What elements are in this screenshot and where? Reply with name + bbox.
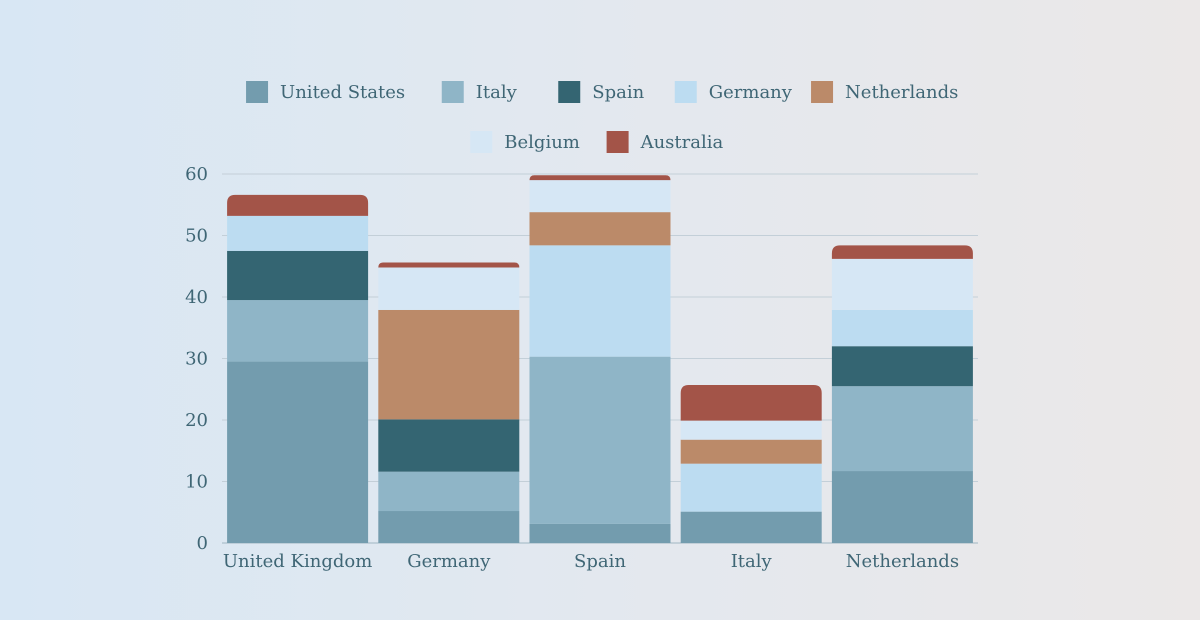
y-tick-label: 50 [185, 226, 208, 247]
bar-segment-italy-belgium [680, 420, 822, 440]
legend-item-italy: Italy [441, 81, 518, 103]
y-tick-label: 10 [185, 472, 208, 493]
bar-segment-italy-australia [680, 384, 822, 421]
legend-swatch [606, 131, 629, 153]
y-tick-label: 60 [185, 164, 208, 185]
bar-segment-germany-belgium [378, 267, 520, 310]
x-tick-label: Italy [731, 551, 773, 572]
legend-item-australia: Australia [606, 131, 724, 153]
legend-item-netherlands: Netherlands [811, 81, 958, 103]
bar-segment-united-kingdom-united-states [227, 361, 369, 543]
y-tick-label: 40 [185, 287, 208, 308]
bar-segment-united-kingdom-spain [227, 250, 369, 301]
bar-segment-netherlands-united-states [831, 471, 973, 543]
bar-segment-spain-netherlands [529, 212, 671, 246]
bar-segment-united-kingdom-italy [227, 300, 369, 362]
bar-segment-italy-netherlands [680, 439, 822, 464]
bar-segment-netherlands-belgium [831, 258, 973, 310]
bar-segment-italy-united-states [680, 511, 822, 543]
legend-item-belgium: Belgium [470, 131, 580, 153]
legend-swatch [811, 81, 834, 103]
legend-label: Netherlands [845, 82, 958, 103]
bar-segment-netherlands-australia [831, 245, 973, 259]
legend-item-united-states: United States [246, 81, 405, 103]
x-tick-label: Netherlands [846, 551, 959, 572]
bar-segment-netherlands-germany [831, 309, 973, 347]
legend: United States Italy Spain Germany Netherland… [246, 81, 958, 153]
legend-label: Italy [476, 82, 518, 103]
bar-segment-germany-netherlands [378, 309, 520, 420]
bar-segment-spain-germany [529, 245, 671, 357]
bar-segment-spain-italy [529, 356, 671, 524]
legend-swatch [246, 81, 269, 103]
legend-item-germany: Germany [674, 81, 793, 103]
y-tick-label: 0 [197, 533, 208, 554]
y-tick-label: 30 [185, 349, 208, 370]
bar-segment-united-kingdom-australia [227, 194, 369, 216]
bar-segment-spain-united-states [529, 523, 671, 543]
bar-segment-spain-belgium [529, 180, 671, 213]
legend-swatch [470, 131, 493, 153]
bar-segment-italy-germany [680, 463, 822, 512]
legend-label: United States [280, 82, 405, 103]
legend-label: Germany [709, 82, 793, 103]
bar-segment-germany-spain [378, 419, 520, 472]
legend-label: Belgium [504, 132, 580, 153]
legend-swatch [558, 81, 581, 103]
legend-item-spain: Spain [558, 81, 645, 103]
x-tick-label: Germany [407, 551, 491, 572]
legend-label: Spain [592, 82, 644, 103]
legend-label: Australia [640, 132, 724, 153]
legend-swatch [441, 81, 464, 103]
bar-segment-germany-australia [378, 262, 520, 268]
x-axis: United Kingdom Germany Spain Italy Netherlan… [223, 551, 959, 572]
legend-swatch [674, 81, 697, 103]
x-tick-label: United Kingdom [223, 551, 372, 572]
y-tick-label: 20 [185, 410, 208, 431]
bars [227, 175, 973, 543]
y-axis: 0 10 20 30 40 50 60 [185, 164, 208, 554]
bar-segment-spain-australia [529, 175, 671, 181]
bar-segment-netherlands-spain [831, 346, 973, 387]
bar-segment-netherlands-italy [831, 386, 973, 472]
bar-segment-germany-united-states [378, 511, 520, 543]
bar-segment-germany-italy [378, 471, 520, 512]
x-tick-label: Spain [574, 551, 626, 572]
bar-segment-united-kingdom-germany [227, 215, 369, 251]
